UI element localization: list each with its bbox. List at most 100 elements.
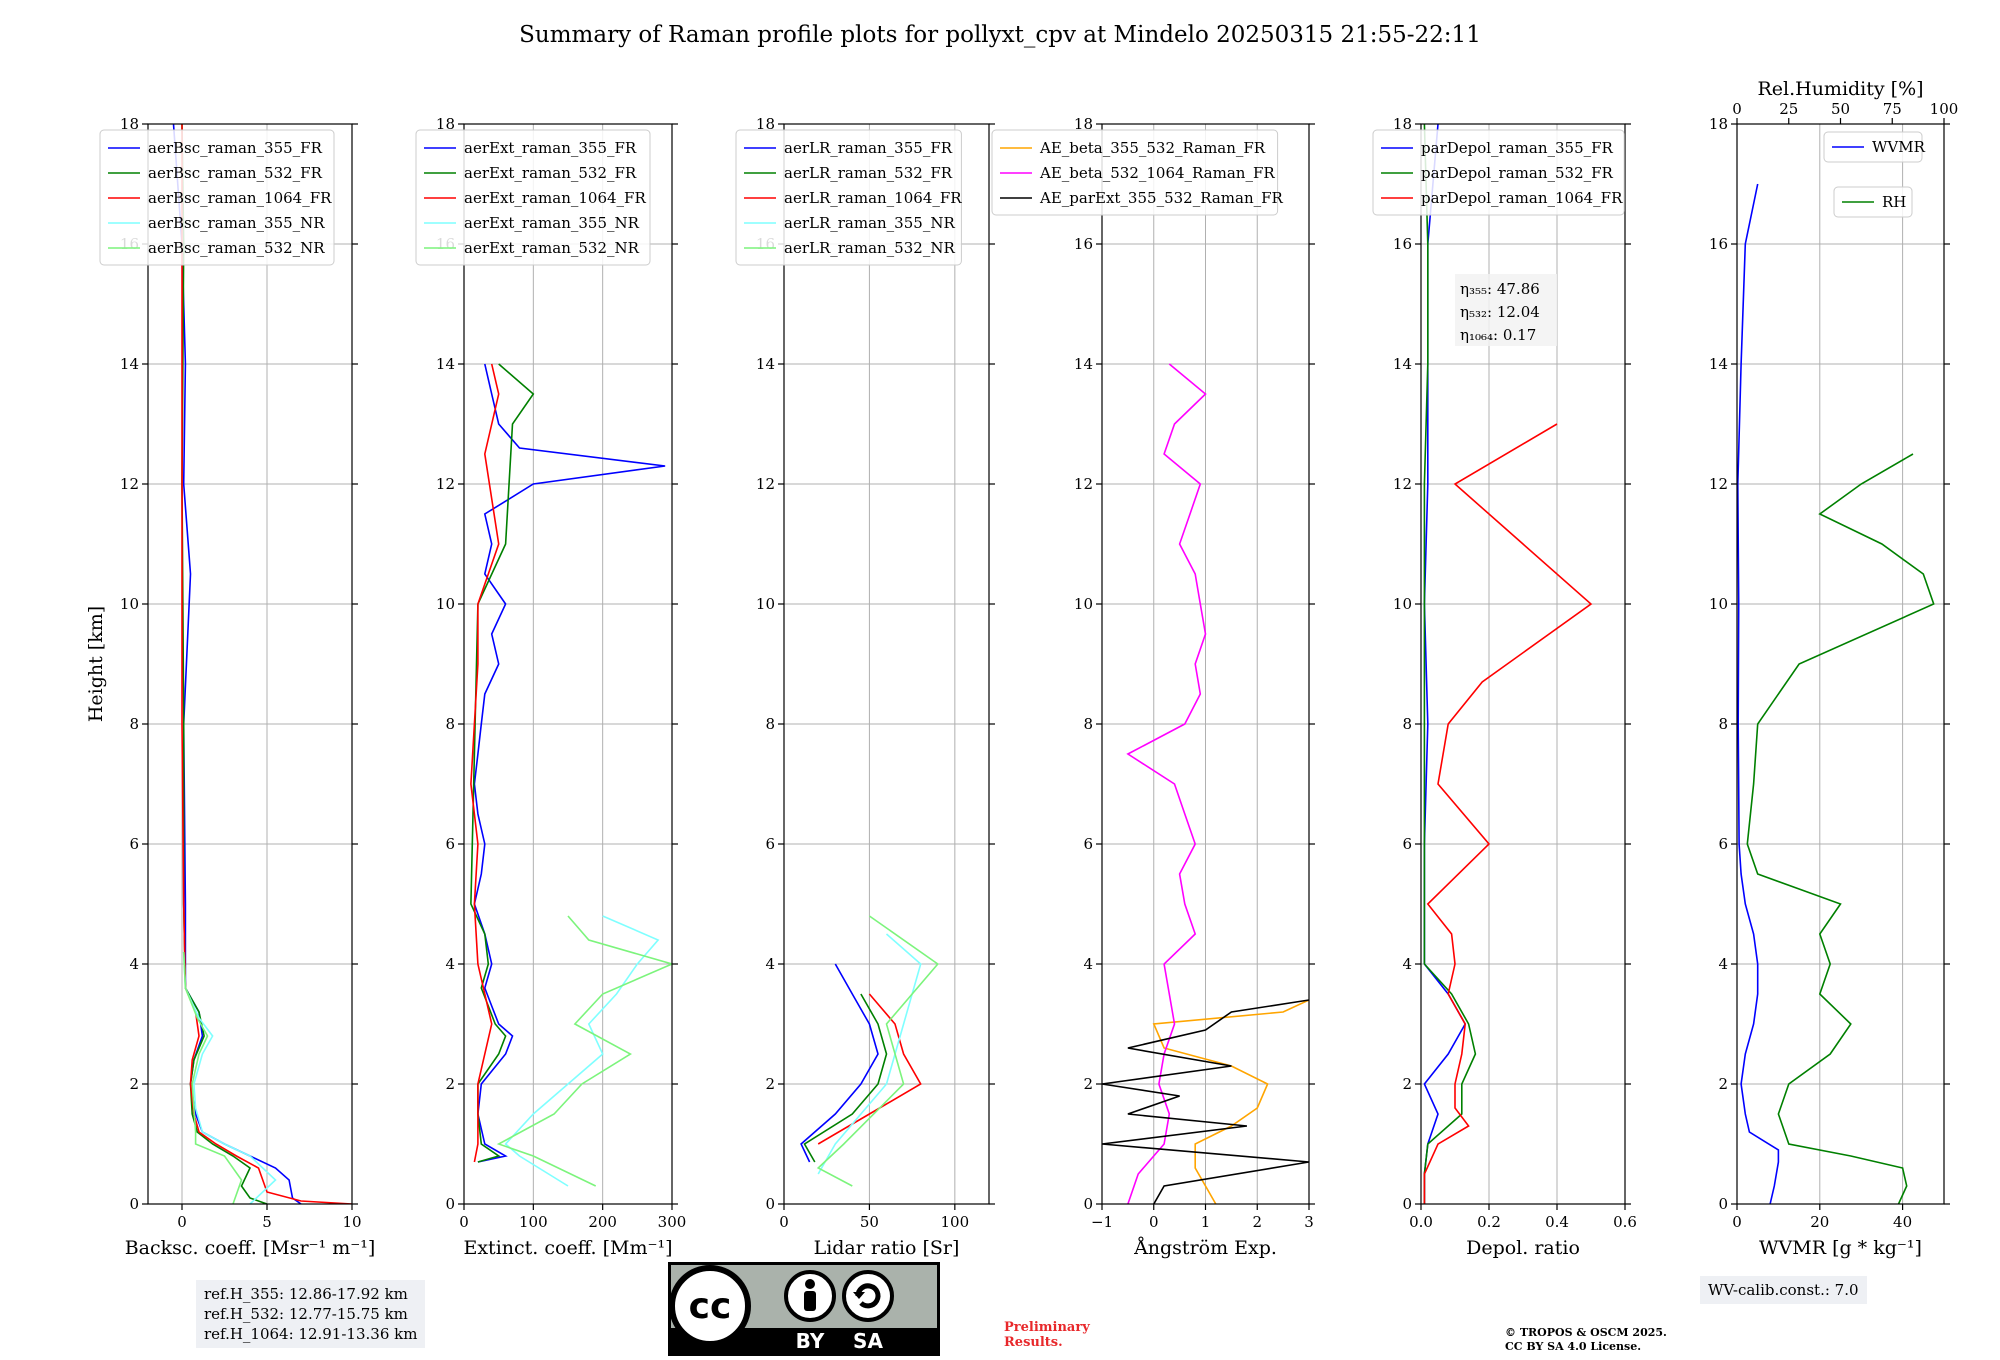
y-tick-label: 12 (1074, 475, 1093, 493)
axes-frame (1736, 123, 1945, 1205)
legend: aerBsc_raman_355_FR aerBsc_raman_532_FRae… (99, 129, 335, 266)
x-axis-label: Extinct. coeff. [Mm⁻¹] (463, 1237, 672, 1259)
legend-label-aerBsc_raman_532_FR: aerBsc_raman_532_FR (148, 164, 323, 182)
series-line-aerExt_raman_1064_FR (470, 363, 500, 1163)
legend-label-aerBsc_raman_1064_FR: aerBsc_raman_1064_FR (148, 189, 332, 207)
legend-box (415, 129, 651, 266)
y-tick-label: 14 (1393, 355, 1412, 373)
top-x-tick-label: 0 (1732, 100, 1742, 118)
legend-label-aerLR_raman_532_FR: aerLR_raman_532_FR (784, 164, 953, 182)
legend-label-aerBsc_raman_355_NR: aerBsc_raman_355_NR (148, 214, 325, 232)
axes-frame (1420, 123, 1626, 1205)
y-tick-label: 6 (1083, 835, 1093, 853)
eta-box: η₃₅₅: 47.86 η₅₃₂: 12.04 η₁₀₆₄: 0.17 (1455, 274, 1557, 346)
y-tick-label: 8 (129, 715, 139, 733)
legend-label-aerLR_raman_355_NR: aerLR_raman_355_NR (784, 214, 955, 232)
y-tick-label: 10 (1074, 595, 1093, 613)
wv-calibration-box: WV-calib.const.: 7.0 (1700, 1276, 1867, 1304)
y-tick-label: 4 (445, 955, 455, 973)
top-x-axis-label: Rel.Humidity [%] (1757, 78, 1923, 100)
y-tick-label: 6 (129, 835, 139, 853)
x-axis-label: Lidar ratio [Sr] (814, 1237, 960, 1259)
y-tick-label: 8 (1718, 715, 1728, 733)
y-tick-label: 14 (1709, 355, 1728, 373)
x-tick-label: 50 (860, 1213, 879, 1231)
eta-value-0: η₃₅₅: 47.86 (1460, 280, 1540, 298)
series-line-aerBsc_raman_355_FR (172, 124, 302, 1204)
legend-label-parDepol_raman_1064_FR: parDepol_raman_1064_FR (1421, 189, 1623, 207)
x-tick-label: 0 (779, 1213, 789, 1231)
x-tick-label: 100 (941, 1213, 970, 1231)
series-line-aerLR_raman_355_FR (800, 963, 879, 1163)
x-tick-label: 0.0 (1409, 1213, 1433, 1231)
x-tick-label: 0 (1149, 1213, 1159, 1231)
y-tick-label: 18 (1393, 115, 1412, 133)
x-tick-label: 200 (588, 1213, 617, 1231)
y-tick-label: 2 (765, 1075, 775, 1093)
y-tick-label: 4 (1402, 955, 1412, 973)
y-tick-label: 2 (1083, 1075, 1093, 1093)
x-axis-label: Backsc. coeff. [Msr⁻¹ m⁻¹] (125, 1237, 376, 1259)
y-tick-label: 2 (129, 1075, 139, 1093)
y-tick-label: 12 (1393, 475, 1412, 493)
legend-label-aerExt_raman_1064_FR: aerExt_raman_1064_FR (464, 189, 646, 207)
axes-frame (783, 123, 990, 1205)
preliminary-results-note: Preliminary Results. (1004, 1320, 1090, 1350)
eta-box-bg (1455, 274, 1557, 346)
axes-frame (147, 123, 353, 1205)
legend-WVMR: WVMR (1823, 131, 1926, 163)
series-line-aerLR_raman_532_NR (816, 915, 939, 1187)
share-alike-arrowhead (853, 1292, 865, 1299)
legend-box (1823, 131, 1923, 163)
x-tick-label: 10 (342, 1213, 361, 1231)
legend-label-parDepol_raman_355_FR: parDepol_raman_355_FR (1421, 139, 1614, 157)
x-tick-label: 0.2 (1477, 1213, 1501, 1231)
x-axis-label: WVMR [g * kg⁻¹] (1759, 1237, 1922, 1259)
y-tick-label: 4 (765, 955, 775, 973)
series-line-aerExt_raman_355_NR (504, 915, 660, 1187)
x-tick-label: 40 (1893, 1213, 1912, 1231)
x-tick-label: 0 (177, 1213, 187, 1231)
legend-label-parDepol_raman_532_FR: parDepol_raman_532_FR (1421, 164, 1614, 182)
x-tick-label: 0.6 (1613, 1213, 1637, 1231)
ref-height-1064: ref.H_1064: 12.91-13.36 km (204, 1325, 418, 1343)
y-tick-label: 0 (1402, 1195, 1412, 1213)
top-x-tick-label: 75 (1883, 100, 1902, 118)
y-axis-label: Height [km] (85, 606, 107, 722)
eta-value-2: η₁₀₆₄: 0.17 (1460, 326, 1536, 344)
wv-calib-const: WV-calib.const.: 7.0 (1708, 1281, 1859, 1299)
ref-height-532: ref.H_532: 12.77-15.75 km (204, 1305, 408, 1323)
legend-label-AE_beta_532_1064_Raman_FR: AE_beta_532_1064_Raman_FR (1039, 164, 1275, 182)
legend: aerLR_raman_355_FR aerLR_raman_532_FR aerL… (735, 129, 962, 266)
panel-5: 0 2 4 6 8 10 12 14 16 18 0.0 0.2 0.4 0.6 Depol. ratio p… (1372, 115, 1637, 1259)
y-tick-label: 4 (1083, 955, 1093, 973)
legend-label: RH (1882, 193, 1906, 211)
series-line-aerLR_raman_532_FR (803, 993, 888, 1163)
series-group (1423, 124, 1593, 1204)
eta-value-1: η₅₃₂: 12.04 (1460, 303, 1540, 321)
y-tick-label: 12 (756, 475, 775, 493)
series-group (800, 915, 939, 1187)
copyright-line-2: CC BY SA 4.0 License. (1505, 1340, 1642, 1353)
panel-1: 0246810121416180510Backsc. coeff. [Msr⁻¹… (85, 115, 375, 1259)
legend: aerExt_raman_355_FR aerExt_raman_532_FRae… (415, 129, 651, 266)
legend-label-AE_parExt_355_532_Raman_FR: AE_parExt_355_532_Raman_FR (1039, 189, 1284, 207)
y-tick-label: 0 (1083, 1195, 1093, 1213)
legend-label-aerLR_raman_1064_FR: aerLR_raman_1064_FR (784, 189, 962, 207)
x-tick-label: 1 (1201, 1213, 1211, 1231)
top-x-tick-label: 25 (1779, 100, 1798, 118)
x-tick-label: 20 (1810, 1213, 1829, 1231)
ref-height-355: ref.H_355: 12.86-17.92 km (204, 1285, 408, 1303)
series-group (1102, 363, 1309, 1204)
legend: AE_beta_355_532_Raman_FR AE_beta_532_1064… (991, 129, 1284, 216)
copyright-line-1: © TROPOS & OSCM 2025. (1505, 1326, 1667, 1339)
y-tick-label: 10 (120, 595, 139, 613)
legend-label: WVMR (1872, 138, 1926, 156)
by-text: BY (796, 1329, 825, 1353)
y-tick-label: 16 (1393, 235, 1412, 253)
x-tick-label: 2 (1252, 1213, 1262, 1231)
series-line-aerBsc_raman_355_NR (182, 951, 277, 1204)
y-tick-label: 0 (765, 1195, 775, 1213)
